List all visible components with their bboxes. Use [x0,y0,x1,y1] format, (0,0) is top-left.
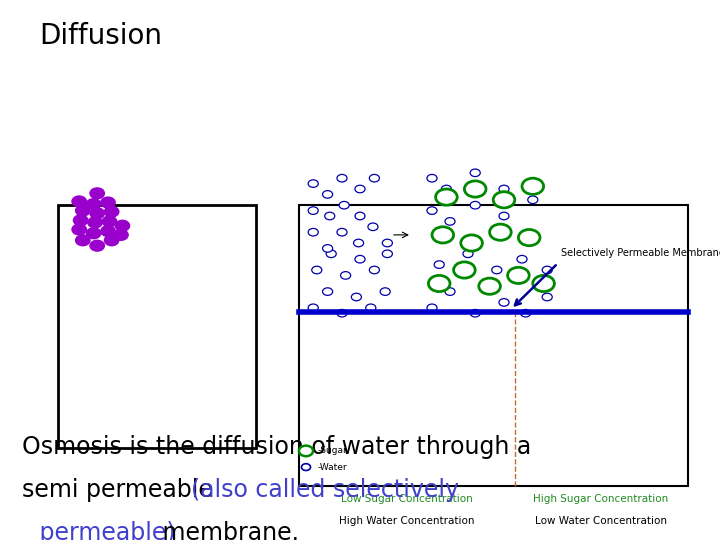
Circle shape [499,212,509,220]
Text: permeable): permeable) [32,521,176,540]
Circle shape [461,235,482,251]
Text: Osmosis is the diffusion of water through a: Osmosis is the diffusion of water throug… [22,435,531,458]
Circle shape [115,220,130,231]
Circle shape [427,207,437,214]
Text: semi permeable: semi permeable [22,478,220,502]
Text: High Water Concentration: High Water Concentration [339,516,474,526]
Circle shape [542,266,552,274]
Circle shape [499,185,509,193]
Circle shape [518,230,540,246]
Circle shape [463,250,473,258]
Circle shape [369,174,379,182]
Circle shape [470,201,480,209]
Circle shape [369,266,379,274]
Circle shape [464,181,486,197]
Circle shape [101,197,115,208]
Circle shape [341,272,351,279]
Circle shape [323,191,333,198]
Circle shape [104,235,119,246]
Circle shape [104,206,119,217]
Circle shape [308,228,318,236]
Circle shape [355,255,365,263]
Circle shape [308,304,318,312]
Bar [58,205,256,448]
Circle shape [102,216,117,227]
Circle shape [323,288,333,295]
Circle shape [380,288,390,295]
Circle shape [368,223,378,231]
Circle shape [355,185,365,193]
Circle shape [427,174,437,182]
Circle shape [528,196,538,204]
Circle shape [90,188,104,199]
Circle shape [542,293,552,301]
Circle shape [521,309,531,317]
Circle shape [299,446,313,456]
Circle shape [470,169,480,177]
Circle shape [302,464,310,470]
Circle shape [326,250,336,258]
Circle shape [90,208,104,219]
Circle shape [445,218,455,225]
Text: Diffusion: Diffusion [40,22,163,50]
Text: -Sugar: -Sugar [318,447,347,455]
Text: -Water: -Water [318,463,347,471]
Circle shape [517,255,527,263]
Circle shape [366,304,376,312]
Circle shape [86,228,101,239]
Circle shape [428,275,450,292]
Circle shape [76,205,90,216]
Circle shape [492,266,502,274]
Circle shape [337,228,347,236]
Circle shape [493,192,515,208]
Circle shape [441,185,451,193]
Circle shape [354,239,364,247]
Circle shape [355,212,365,220]
Circle shape [533,275,554,292]
Circle shape [499,299,509,306]
Circle shape [479,278,500,294]
Circle shape [432,227,454,243]
Circle shape [490,224,511,240]
Circle shape [73,215,88,226]
Text: membrane.: membrane. [155,521,299,540]
Circle shape [339,201,349,209]
Circle shape [90,240,104,251]
Circle shape [522,178,544,194]
Circle shape [382,250,392,258]
Text: Low Sugar Concentration: Low Sugar Concentration [341,494,472,504]
Circle shape [454,262,475,278]
Bar [299,205,688,486]
Circle shape [325,212,335,220]
Circle shape [72,224,86,235]
Circle shape [382,239,392,247]
Circle shape [308,207,318,214]
Text: Low Water Concentration: Low Water Concentration [535,516,667,526]
Circle shape [88,217,102,228]
Circle shape [312,266,322,274]
Circle shape [323,245,333,252]
Circle shape [436,189,457,205]
Circle shape [86,199,101,210]
Text: Selectively Permeable Membrane: Selectively Permeable Membrane [562,248,720,258]
Circle shape [337,309,347,317]
Circle shape [337,174,347,182]
Circle shape [114,230,128,240]
Circle shape [76,235,90,246]
Circle shape [101,226,115,237]
Circle shape [508,267,529,284]
Circle shape [308,180,318,187]
Text: (also called selectively: (also called selectively [191,478,459,502]
Circle shape [427,304,437,312]
Circle shape [72,196,86,207]
Text: High Sugar Concentration: High Sugar Concentration [534,494,669,504]
Circle shape [351,293,361,301]
Circle shape [434,261,444,268]
Circle shape [445,288,455,295]
Circle shape [470,309,480,317]
